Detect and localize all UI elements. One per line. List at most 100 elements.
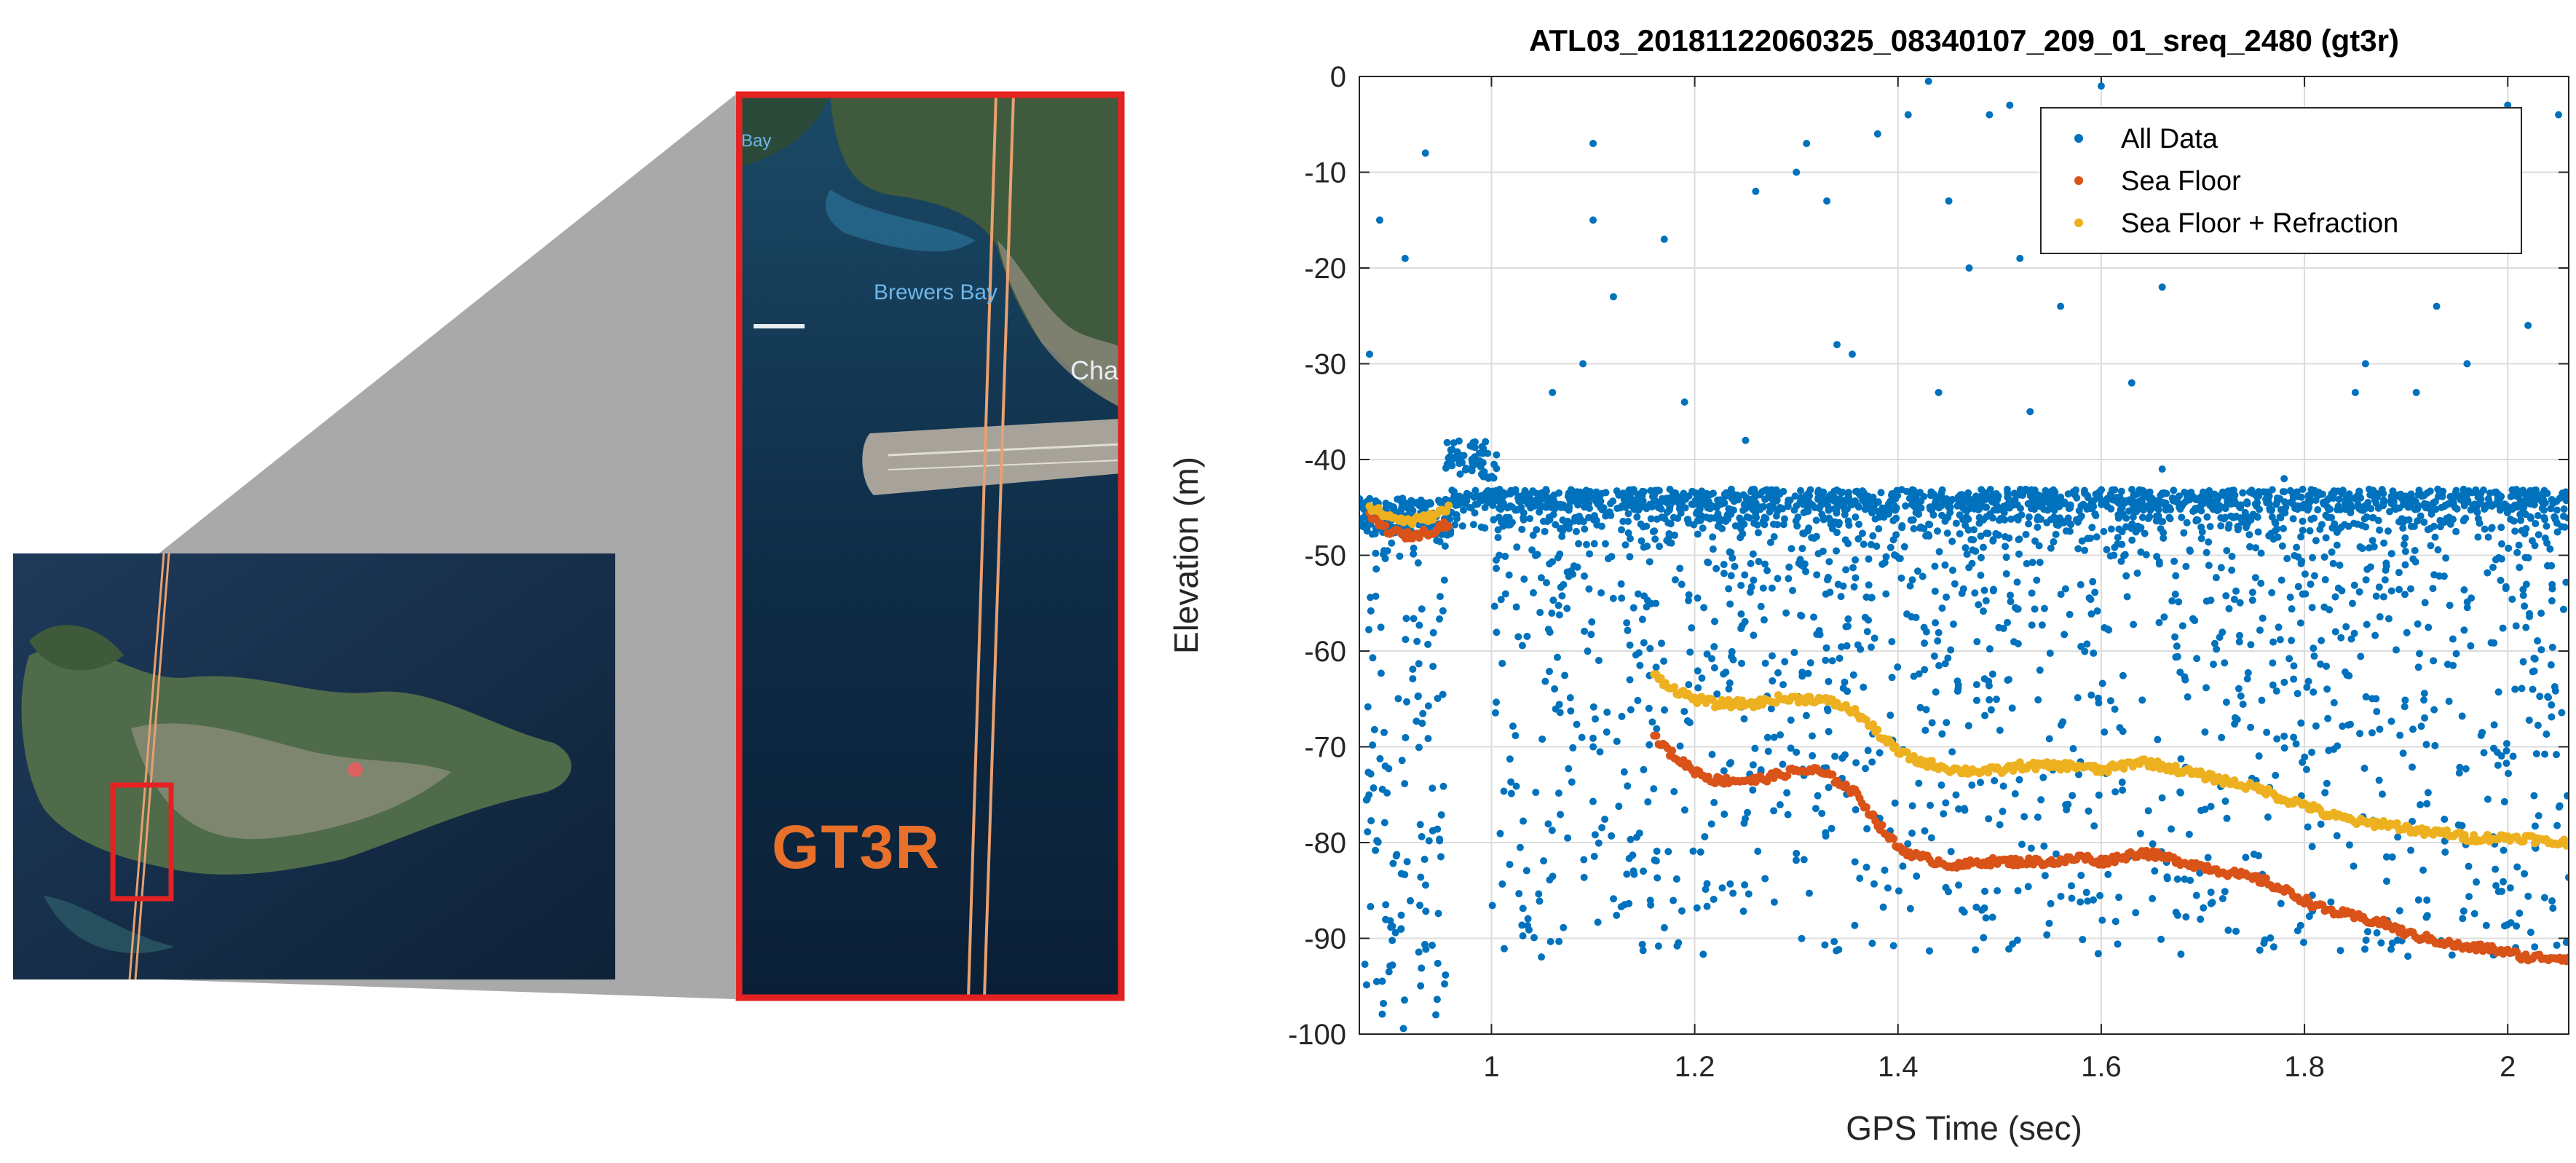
all-data-point xyxy=(1821,941,1829,949)
all-data-point xyxy=(1944,654,1952,662)
all-data-point xyxy=(2193,655,2201,663)
all-data-point xyxy=(1402,733,1410,741)
all-data-point xyxy=(1421,881,1429,889)
all-data-point xyxy=(2510,517,2518,525)
all-data-point xyxy=(1793,748,1801,756)
all-data-point xyxy=(1961,521,1969,529)
all-data-point xyxy=(1460,452,1468,460)
all-data-point xyxy=(2111,705,2119,713)
map-label-bay: Bay xyxy=(741,131,772,151)
all-data-point xyxy=(2290,662,2298,670)
all-data-point xyxy=(2100,527,2108,535)
all-data-point xyxy=(1372,977,1380,985)
all-data-point xyxy=(1485,473,1493,481)
all-data-point xyxy=(1940,810,1948,818)
all-data-point xyxy=(2333,528,2341,536)
all-data-point xyxy=(2531,542,2539,550)
all-data-point xyxy=(2344,721,2352,729)
all-data-point xyxy=(1558,532,1566,540)
all-data-point xyxy=(1915,779,1923,787)
all-data-point xyxy=(2553,941,2561,949)
all-data-point xyxy=(1769,677,1777,685)
all-data-point xyxy=(2220,515,2228,523)
all-data-point xyxy=(2269,638,2277,646)
all-data-point xyxy=(1737,610,1745,618)
all-data-point xyxy=(1538,735,1546,743)
all-data-point xyxy=(1904,840,1912,848)
all-data-point xyxy=(2232,927,2240,935)
all-data-point xyxy=(1632,651,1640,659)
all-data-point xyxy=(1578,733,1586,741)
all-data-point xyxy=(2532,520,2540,528)
focus-box xyxy=(110,782,174,902)
all-data-point xyxy=(1844,615,1852,623)
all-data-point xyxy=(2337,523,2345,531)
all-data-point xyxy=(1694,594,1702,602)
all-data-point xyxy=(2028,621,2036,629)
all-data-point xyxy=(1965,495,1973,503)
all-data-point xyxy=(2275,623,2283,631)
all-data-point xyxy=(2089,577,2097,586)
all-data-point xyxy=(1537,574,1545,582)
all-data-point xyxy=(2401,703,2409,711)
all-data-point xyxy=(2157,935,2165,943)
all-data-point xyxy=(1820,514,1828,522)
all-data-point xyxy=(1739,506,1747,514)
all-data-point xyxy=(1500,945,1508,953)
all-data-point xyxy=(2399,524,2407,532)
all-data-point xyxy=(2317,661,2325,669)
all-data-point xyxy=(2202,548,2210,556)
all-data-point xyxy=(1789,586,1797,594)
all-data-point xyxy=(2505,544,2513,552)
all-data-point xyxy=(2004,492,2012,500)
all-data-point xyxy=(1997,514,2005,522)
x-axis-label: GPS Time (sec) xyxy=(1846,1109,2082,1147)
all-data-point xyxy=(2386,508,2394,516)
all-data-point xyxy=(1645,558,1654,566)
all-data-point xyxy=(1359,523,1367,531)
all-data-point xyxy=(1404,504,1412,512)
all-data-point xyxy=(1825,506,1833,514)
all-data-point xyxy=(1935,662,1943,670)
all-data-point xyxy=(1397,925,1405,933)
all-data-point xyxy=(1726,760,1734,768)
all-data-point xyxy=(2548,597,2556,605)
sea-floor-refraction-point xyxy=(1892,742,1900,751)
all-data-point xyxy=(1636,661,1644,669)
all-data-point xyxy=(1986,645,1994,653)
all-data-point xyxy=(1501,553,1509,561)
all-data-point xyxy=(2334,742,2342,750)
all-data-point xyxy=(1753,491,1761,499)
all-data-point xyxy=(2129,513,2137,521)
all-data-point xyxy=(2452,527,2460,535)
all-data-point xyxy=(2028,501,2036,509)
all-data-point xyxy=(1399,1025,1407,1033)
all-data-point xyxy=(1416,902,1424,910)
all-data-point xyxy=(1434,910,1442,918)
all-data-point xyxy=(2093,533,2101,541)
all-data-point xyxy=(2431,497,2439,505)
all-data-point xyxy=(1592,488,1600,496)
all-data-point xyxy=(2237,515,2245,523)
all-data-point xyxy=(1512,732,1520,740)
all-data-point xyxy=(1541,677,1549,685)
all-data-point xyxy=(1571,497,1579,505)
all-data-point xyxy=(2425,505,2433,513)
all-data-point xyxy=(2002,543,2010,551)
all-data-point xyxy=(2169,497,2177,505)
all-data-point xyxy=(2411,546,2419,554)
all-data-point xyxy=(2553,821,2561,829)
all-data-point xyxy=(1602,512,1610,520)
all-data-point xyxy=(1551,685,1559,693)
all-data-point xyxy=(2321,576,2329,584)
all-data-point xyxy=(2540,894,2548,902)
all-data-point xyxy=(2228,553,2236,561)
all-data-point xyxy=(2534,721,2542,729)
all-data-point xyxy=(1725,585,1733,593)
all-data-point xyxy=(1601,815,1609,823)
all-data-point xyxy=(1549,596,1557,604)
all-data-point xyxy=(1747,583,1755,591)
all-data-point xyxy=(1554,789,1562,797)
all-data-point xyxy=(2111,788,2119,796)
all-data-point xyxy=(1630,870,1638,878)
